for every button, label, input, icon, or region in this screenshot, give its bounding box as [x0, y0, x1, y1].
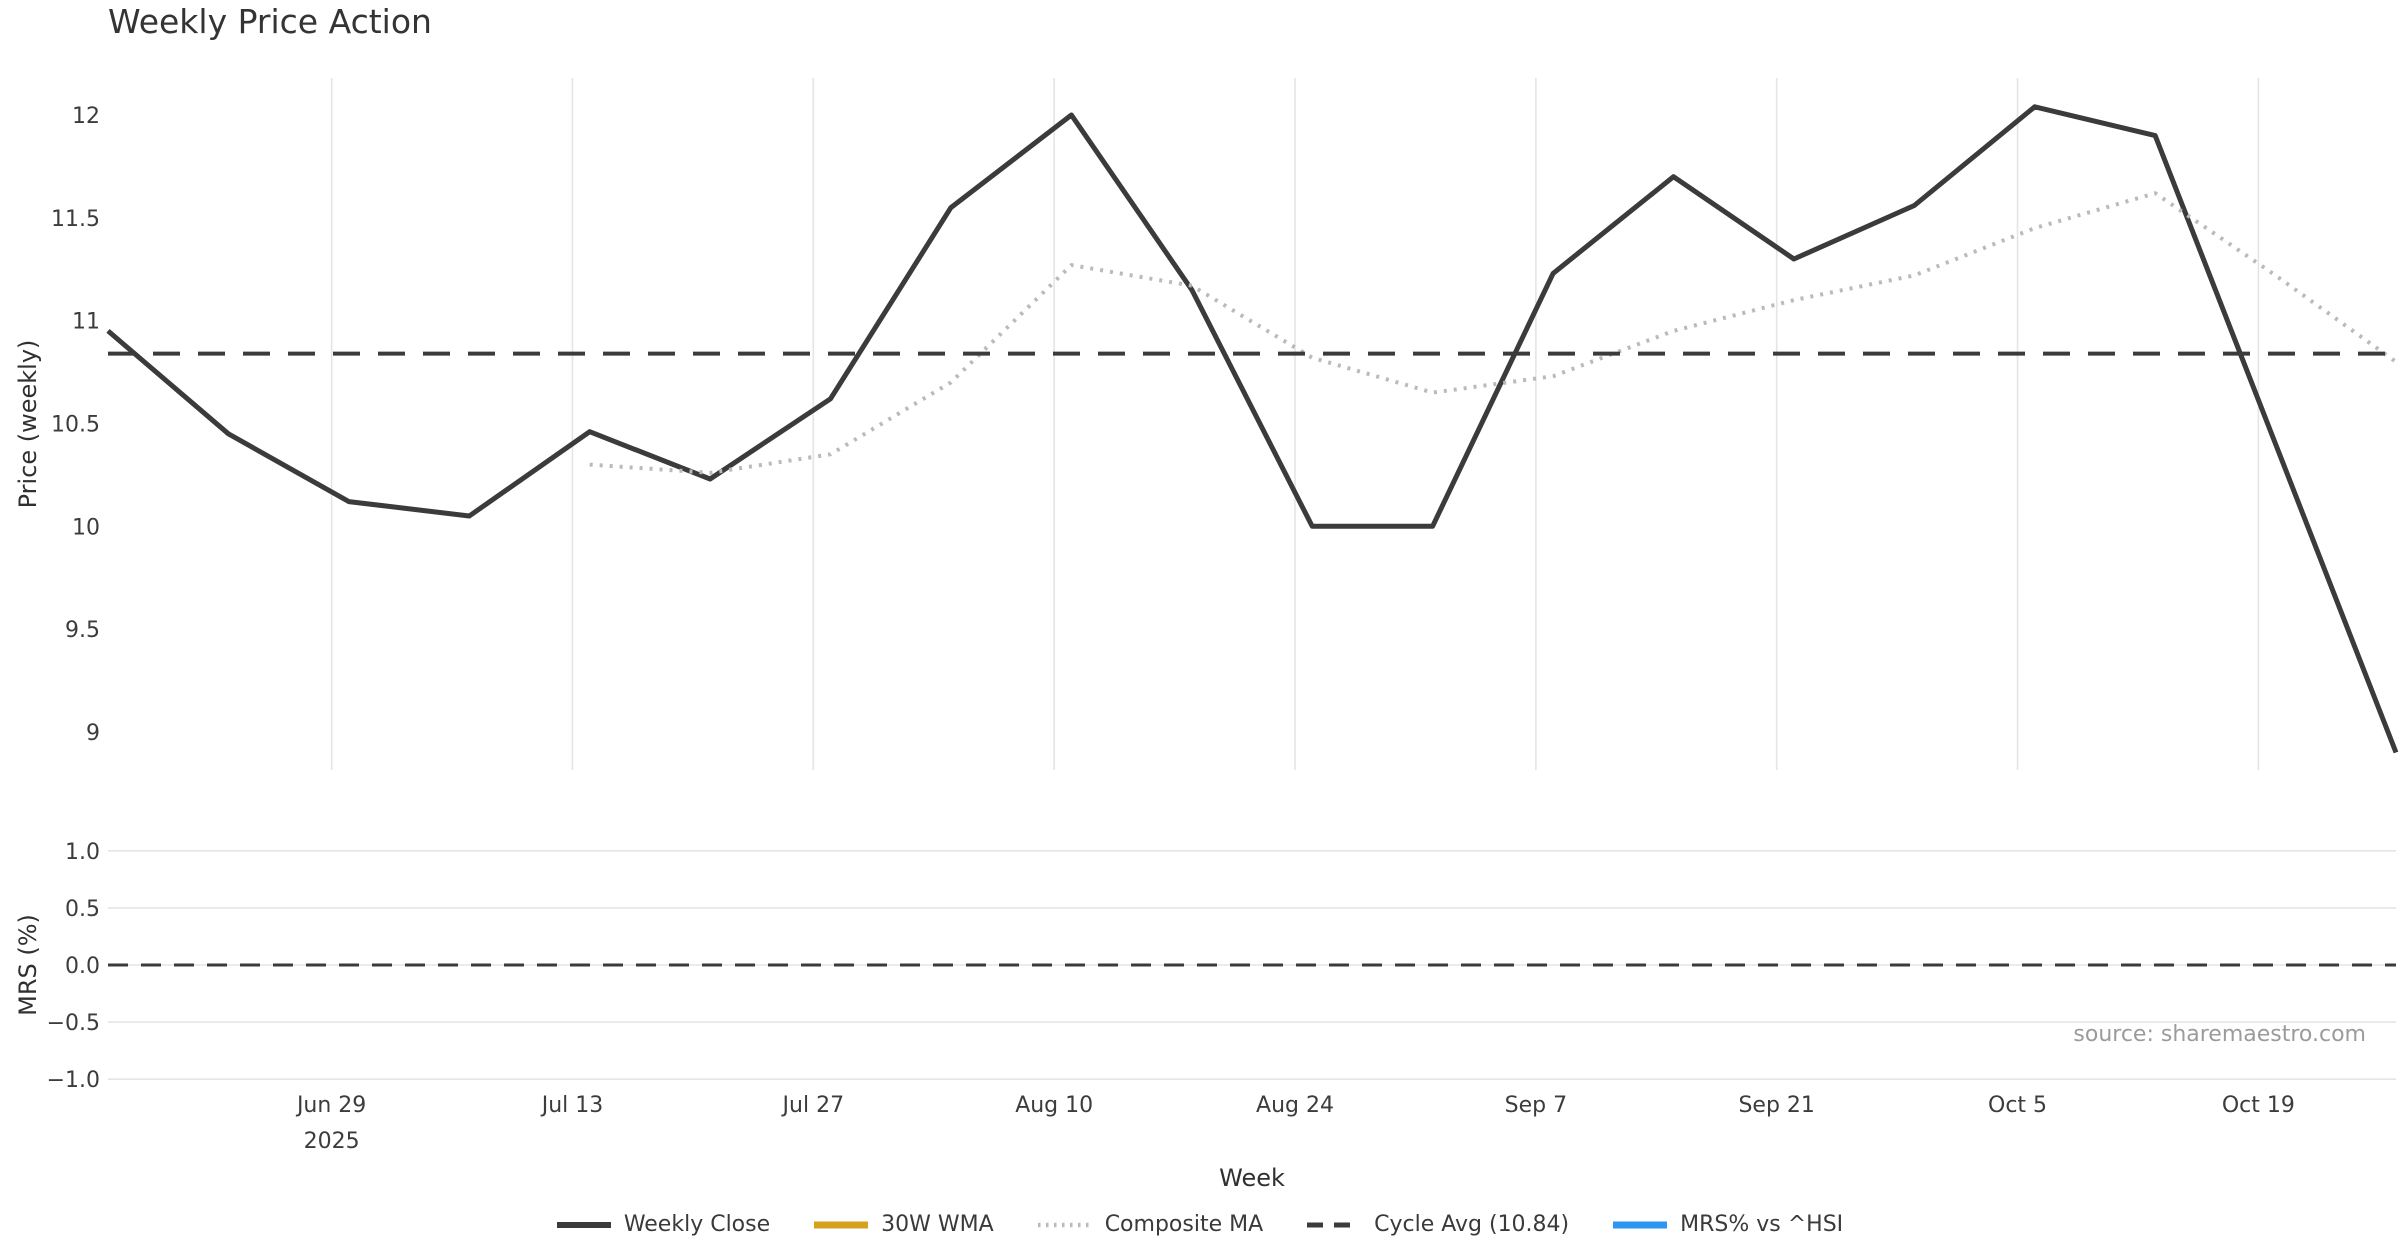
- y-tick-label: 11: [72, 310, 100, 335]
- y-tick-label: 10.5: [51, 412, 100, 437]
- x-tick-label: Jun 29: [295, 1093, 366, 1118]
- x-tick-label: Jul 27: [781, 1093, 845, 1118]
- x-tick-label: Oct 5: [1988, 1093, 2047, 1118]
- legend-label: Weekly Close: [623, 1212, 771, 1237]
- legend-swatch-icon: [1037, 1222, 1092, 1227]
- y-tick-label: 1.0: [65, 840, 100, 865]
- x-axis-label: Week: [1219, 1164, 1285, 1192]
- legend-swatch-icon: [1307, 1222, 1362, 1227]
- x-tick-label: Jul 13: [540, 1093, 604, 1118]
- y-tick-label: 9: [86, 721, 100, 746]
- legend-label: 30W WMA: [881, 1212, 994, 1237]
- y-tick-label: 12: [72, 104, 100, 129]
- x-tick-label: Aug 24: [1256, 1093, 1334, 1118]
- legend-item-cycle-avg-10-84: Cycle Avg (10.84): [1307, 1212, 1569, 1237]
- x-tick-label: Sep 7: [1505, 1093, 1567, 1118]
- y-tick-label: −0.5: [47, 1011, 100, 1036]
- y-tick-label: 0.0: [65, 954, 100, 979]
- y-tick-label: −1.0: [47, 1068, 100, 1093]
- legend-item-30w-wma: 30W WMA: [814, 1212, 994, 1237]
- x-tick-label: Oct 19: [2222, 1093, 2295, 1118]
- mrs-axis-label: MRS (%): [14, 914, 42, 1016]
- weekly-close-line: [106, 104, 2399, 754]
- y-tick-label: 11.5: [51, 207, 100, 232]
- legend-label: MRS% vs ^HSI: [1680, 1212, 1844, 1237]
- y-tick-label: 9.5: [65, 618, 100, 643]
- legend-swatch-icon: [556, 1221, 611, 1228]
- x-tick-label: Aug 10: [1015, 1093, 1093, 1118]
- legend-item-composite-ma: Composite MA: [1037, 1212, 1264, 1237]
- x-tick-sublabel: 2025: [304, 1129, 360, 1154]
- chart-title: Weekly Price Action: [108, 2, 432, 41]
- legend-swatch-icon: [814, 1221, 869, 1228]
- composite-ma-line: [589, 191, 2398, 475]
- y-tick-label: 10: [72, 515, 100, 540]
- legend: Weekly Close 30W WMA Composite MA Cycle Avg…: [0, 1212, 2400, 1237]
- legend-item-weekly-close: Weekly Close: [556, 1212, 771, 1237]
- legend-label: Composite MA: [1104, 1212, 1264, 1237]
- legend-label: Cycle Avg (10.84): [1374, 1212, 1570, 1237]
- legend-item-mrs-vs-hsi: MRS% vs ^HSI: [1613, 1212, 1843, 1237]
- y-tick-label: 0.5: [65, 897, 100, 922]
- x-tick-label: Sep 21: [1738, 1093, 1814, 1118]
- price-axis-label: Price (weekly): [14, 339, 42, 509]
- source-note: source: sharemaestro.com: [2073, 1022, 2366, 1047]
- legend-swatch-icon: [1613, 1221, 1668, 1228]
